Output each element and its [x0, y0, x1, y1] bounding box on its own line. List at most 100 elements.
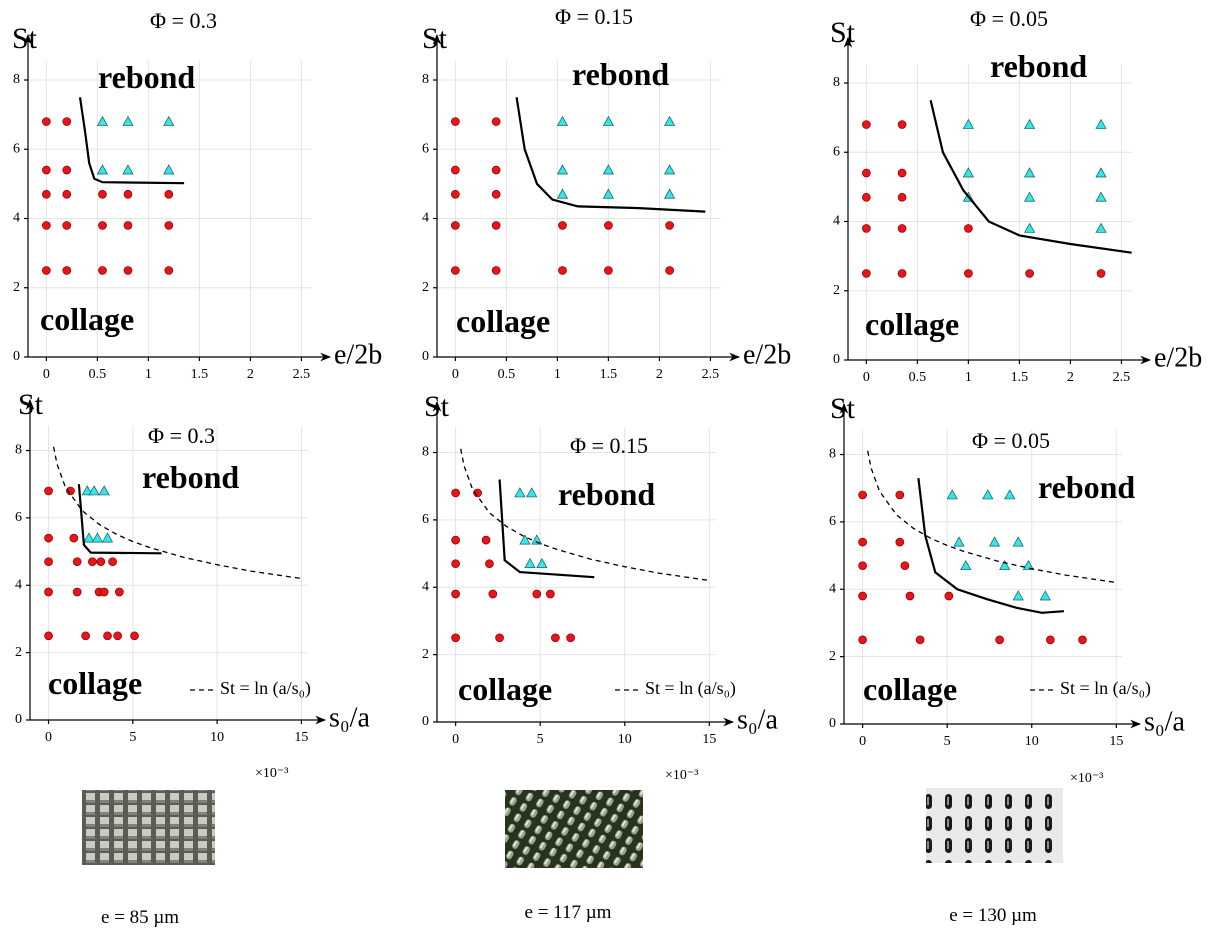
- collage-point: [451, 189, 460, 199]
- y-tick-label: 4: [829, 581, 836, 596]
- rebond-point: [122, 115, 134, 126]
- collage-point: [1025, 269, 1034, 278]
- collage-point: [451, 117, 460, 126]
- collage-point: [62, 221, 72, 230]
- y-axis-label: St: [830, 16, 856, 49]
- y-axis-label: St: [18, 388, 44, 421]
- y-tick-label: 0: [833, 352, 840, 367]
- x-tick-label: 0.5: [89, 367, 107, 382]
- rebond-point: [960, 559, 972, 571]
- collage-point: [42, 221, 51, 230]
- collage-point: [545, 589, 555, 599]
- collage-point: [69, 533, 79, 543]
- rebond-point: [1024, 191, 1036, 202]
- x-tick-label: 10: [1025, 734, 1039, 749]
- collage-point: [995, 635, 1004, 645]
- rebond-point: [1024, 167, 1036, 178]
- collage-point: [44, 557, 53, 567]
- region-label: rebond: [142, 459, 239, 495]
- rebond-point: [1095, 118, 1107, 129]
- collage-point: [491, 189, 501, 199]
- rebond-point: [1024, 222, 1036, 233]
- collage-point: [98, 189, 107, 199]
- rebond-point: [556, 164, 569, 175]
- rebond-point: [122, 164, 134, 175]
- rebond-point: [556, 115, 569, 126]
- collage-point: [81, 631, 90, 641]
- y-tick-label: 0: [422, 714, 429, 729]
- collage-point: [451, 266, 460, 275]
- plot-title: Φ = 0.15: [570, 433, 648, 458]
- x-axis-label: s₀/a: [1144, 706, 1185, 737]
- x-tick-label: 2.5: [293, 367, 311, 382]
- collage-point: [451, 165, 460, 175]
- rebond-point: [988, 536, 1001, 547]
- x-tick-label: 2.5: [702, 367, 720, 382]
- x-tick-label: 0: [863, 370, 870, 385]
- collage-point: [44, 587, 53, 597]
- rebond-point: [524, 557, 536, 569]
- y-tick-label: 0: [829, 716, 836, 731]
- region-label: collage: [458, 671, 552, 707]
- collage-point: [473, 488, 482, 498]
- x-tick-label: 1.5: [191, 367, 209, 382]
- collage-point: [451, 589, 460, 599]
- collage-point: [451, 221, 460, 230]
- collage-point: [123, 221, 133, 230]
- region-label: rebond: [1038, 469, 1135, 505]
- rebond-point: [1012, 536, 1024, 547]
- collage-point: [895, 490, 905, 500]
- surface-photo: [926, 788, 1063, 863]
- rebond-point: [536, 557, 548, 569]
- rebond-point: [1095, 191, 1107, 202]
- collage-point: [1078, 635, 1087, 645]
- collage-point: [858, 591, 867, 601]
- collage-point: [488, 589, 498, 599]
- collage-point: [72, 587, 82, 597]
- rebond-point: [91, 532, 104, 543]
- collage-point: [130, 631, 139, 641]
- collage-point: [123, 266, 133, 275]
- region-label: collage: [863, 671, 957, 707]
- collage-point: [944, 591, 954, 601]
- boundary-curve: [515, 97, 706, 213]
- x-tick-label: 10: [618, 732, 632, 747]
- collage-point: [558, 221, 567, 230]
- reference-curve: [460, 448, 710, 582]
- rebond-point: [1095, 167, 1107, 178]
- collage-point: [897, 168, 907, 178]
- collage-point: [566, 633, 575, 643]
- boundary-curve: [77, 484, 162, 555]
- rebond-point: [556, 188, 569, 199]
- rebond-point: [664, 188, 676, 199]
- x-tick-label: 1.5: [600, 367, 618, 382]
- y-tick-label: 0: [15, 712, 22, 727]
- rebond-point: [946, 489, 958, 500]
- collage-point: [858, 537, 867, 547]
- plots: 0 0.5 1 1.5 2 2.5 0 2 4 6 8 e/2b St Φ = 0.3 collage reb…: [12, 4, 1202, 786]
- legend-label: St = ln (a/s₀): [220, 678, 311, 699]
- collage-point: [66, 486, 75, 496]
- rebond-point: [83, 532, 95, 543]
- plot-title: Φ = 0.05: [972, 428, 1050, 453]
- collage-point: [495, 633, 504, 643]
- rebond-point: [526, 487, 538, 498]
- y-axis-label: St: [12, 22, 38, 55]
- y-tick-label: 4: [422, 579, 429, 594]
- axis-multiplier: ×10⁻³: [1070, 771, 1103, 786]
- collage-point: [665, 221, 674, 230]
- collage-point: [108, 557, 117, 567]
- caption: e = 85 µm: [101, 907, 179, 928]
- collage-point: [62, 189, 72, 199]
- rebond-point: [664, 164, 676, 175]
- collage-point: [113, 631, 123, 641]
- region-label: rebond: [98, 59, 195, 95]
- x-tick-label: 5: [537, 732, 544, 747]
- x-tick-label: 0: [43, 367, 50, 382]
- x-axis-label: s₀/a: [329, 702, 370, 733]
- collage-point: [44, 533, 53, 543]
- boundary-curve: [78, 97, 185, 185]
- caption: e = 130 µm: [949, 905, 1037, 926]
- rebond-point: [1095, 222, 1107, 233]
- rebond-point: [602, 188, 615, 199]
